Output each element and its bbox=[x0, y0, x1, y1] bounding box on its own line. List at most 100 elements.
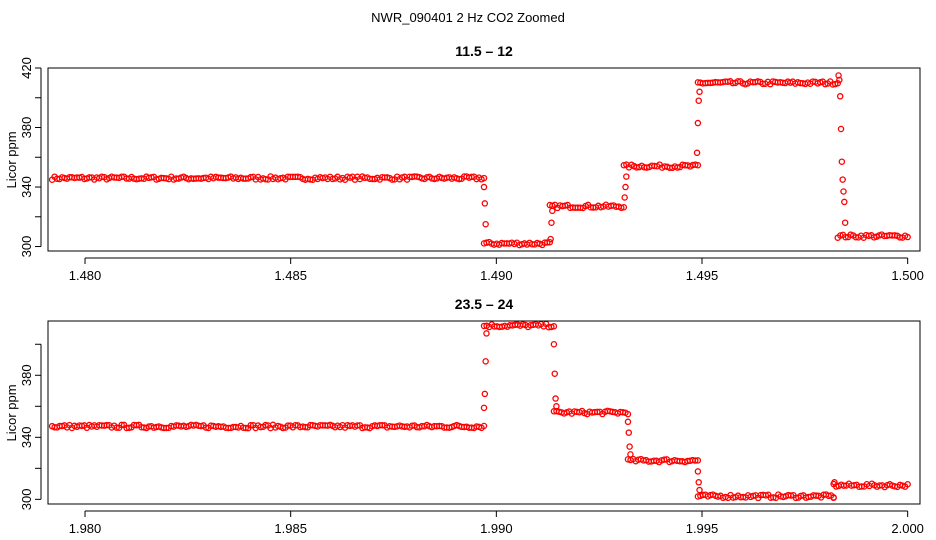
data-points-bottom bbox=[48, 320, 911, 502]
y-tick-label: 340 bbox=[19, 426, 34, 448]
transition-point bbox=[622, 183, 629, 191]
data-point bbox=[858, 483, 865, 490]
data-point bbox=[891, 232, 898, 239]
transition-point bbox=[548, 219, 555, 226]
transition-point bbox=[552, 395, 559, 402]
panel-title-top: 11.5 – 12 bbox=[455, 43, 513, 59]
transition-point bbox=[621, 194, 628, 201]
x-tick-label: 1.480 bbox=[69, 268, 102, 283]
data-point bbox=[787, 492, 795, 499]
y-tick-label: 340 bbox=[19, 176, 34, 198]
plot-frame-top bbox=[47, 67, 921, 252]
x-tick-label: 1.490 bbox=[480, 268, 513, 283]
data-point bbox=[842, 233, 849, 241]
transition-point bbox=[695, 97, 702, 104]
x-tick-label: 1.995 bbox=[686, 521, 719, 536]
x-tick-label: 1.985 bbox=[274, 521, 307, 536]
transition-point bbox=[482, 220, 489, 228]
data-point bbox=[242, 424, 249, 432]
x-tick-label: 1.990 bbox=[480, 521, 513, 536]
transition-point bbox=[623, 173, 630, 180]
transition-point bbox=[696, 88, 703, 96]
transition-point bbox=[841, 198, 848, 206]
data-point bbox=[98, 173, 106, 180]
transition-point bbox=[694, 119, 702, 127]
transition-point bbox=[695, 479, 702, 486]
data-point bbox=[279, 424, 287, 432]
transition-point bbox=[553, 403, 560, 410]
data-point bbox=[620, 161, 628, 169]
data-point bbox=[118, 421, 125, 429]
y-tick-label: 380 bbox=[19, 364, 34, 386]
data-point bbox=[544, 239, 551, 246]
panel-top: 11.5 – 12 Licor ppm 1.480 1.485 1.490 1.495… bbox=[4, 43, 924, 283]
transition-point bbox=[482, 358, 489, 365]
data-point bbox=[455, 175, 463, 183]
data-point bbox=[113, 424, 120, 431]
axes-bottom: 1.980 1.985 1.990 1.995 2.000 300 340 380 bbox=[19, 343, 924, 536]
transition-point bbox=[481, 200, 489, 207]
data-point bbox=[480, 422, 488, 430]
data-point bbox=[480, 174, 488, 182]
data-point bbox=[594, 408, 601, 416]
transition-point bbox=[627, 451, 634, 458]
transition-point bbox=[625, 429, 633, 436]
data-point bbox=[624, 410, 632, 418]
data-point bbox=[694, 457, 702, 464]
transition-point bbox=[830, 494, 837, 502]
data-point bbox=[904, 233, 911, 241]
transition-point bbox=[841, 219, 849, 226]
data-point bbox=[519, 321, 527, 328]
transition-point bbox=[551, 370, 559, 377]
data-point bbox=[770, 494, 777, 501]
transition-point bbox=[693, 149, 701, 157]
data-point bbox=[834, 79, 841, 87]
y-axis-label-top: Licor ppm bbox=[4, 131, 19, 188]
y-tick-label: 300 bbox=[19, 488, 34, 510]
transition-point bbox=[481, 390, 489, 398]
transition-point bbox=[549, 207, 556, 215]
x-tick-label: 1.500 bbox=[891, 268, 924, 283]
transition-point bbox=[838, 158, 846, 165]
transition-point bbox=[836, 93, 844, 100]
x-tick-label: 1.485 bbox=[274, 268, 307, 283]
transition-point bbox=[840, 188, 847, 195]
data-point bbox=[561, 202, 569, 209]
data-point bbox=[388, 176, 396, 183]
transition-point bbox=[480, 183, 488, 191]
data-point bbox=[904, 480, 911, 488]
transition-point bbox=[483, 330, 490, 337]
data-point bbox=[103, 421, 110, 429]
transition-point bbox=[550, 341, 558, 348]
data-point bbox=[247, 422, 254, 429]
transition-point bbox=[839, 176, 846, 183]
data-point bbox=[247, 173, 254, 181]
data-point bbox=[692, 161, 699, 168]
y-tick-label: 380 bbox=[19, 117, 34, 139]
plot-frame-bottom bbox=[47, 320, 921, 505]
transition-point bbox=[626, 443, 633, 450]
y-tick-label: 420 bbox=[19, 57, 34, 79]
x-tick-label: 1.495 bbox=[686, 268, 719, 283]
transition-point bbox=[694, 468, 702, 475]
y-tick-label: 300 bbox=[19, 236, 34, 258]
data-point bbox=[262, 421, 269, 429]
transition-point bbox=[837, 125, 845, 133]
transition-point bbox=[836, 76, 843, 84]
y-axis-label-bottom: Licor ppm bbox=[4, 384, 19, 441]
figure-title: NWR_090401 2 Hz CO2 Zoomed bbox=[371, 10, 565, 25]
transition-point bbox=[547, 235, 554, 243]
transition-point bbox=[480, 404, 488, 412]
panel-bottom: 23.5 – 24 Licor ppm 1.980 1.985 1.990 1.995… bbox=[4, 296, 924, 536]
data-point bbox=[618, 204, 625, 212]
data-points-top bbox=[48, 72, 911, 249]
data-point bbox=[378, 421, 386, 429]
data-point bbox=[620, 203, 628, 211]
data-point bbox=[694, 161, 702, 169]
transition-point bbox=[696, 486, 703, 494]
x-tick-label: 2.000 bbox=[891, 521, 924, 536]
panel-title-bottom: 23.5 – 24 bbox=[455, 296, 514, 312]
data-point bbox=[354, 422, 361, 429]
